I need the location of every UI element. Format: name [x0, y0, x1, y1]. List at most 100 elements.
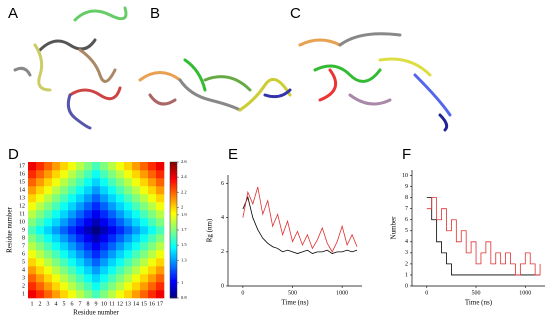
heatmap-cell [100, 234, 109, 243]
heatmap-cell [148, 218, 157, 227]
colorbar-segment [170, 173, 177, 176]
heatmap-cell [60, 186, 69, 195]
heatmap-cell [60, 170, 69, 179]
heatmap-cell [44, 210, 53, 219]
heatmap-cell [28, 186, 37, 195]
y-tick-label: 0 [405, 283, 408, 289]
heatmap-cell [140, 162, 149, 171]
x-tick-label: 10 [101, 301, 107, 307]
x-tick-label: 13 [125, 301, 131, 307]
heatmap-cell [44, 226, 53, 235]
heatmap-cell [132, 266, 141, 275]
heatmap-cell [76, 194, 85, 203]
heatmap-cell [124, 162, 133, 171]
heatmap-cell [140, 170, 149, 179]
heatmap-cell [44, 274, 53, 283]
heatmap-cell [124, 194, 133, 203]
x-tick-label: 0 [241, 290, 244, 296]
heatmap-cell [140, 242, 149, 251]
heatmap-cell [140, 274, 149, 283]
heatmap-cell [68, 234, 77, 243]
colorbar-segment [170, 205, 177, 208]
colorbar-segment [170, 225, 177, 229]
colorbar-segment [170, 162, 177, 165]
heatmap-cell [108, 170, 117, 179]
heatmap-cell [100, 162, 109, 171]
y-tick-label: 9 [22, 227, 25, 233]
heatmap-cell [92, 290, 101, 299]
heatmap-cell [140, 258, 149, 267]
colorbar-segment [170, 248, 177, 251]
colorbar-segment [170, 189, 177, 192]
heatmap-cell [60, 282, 69, 291]
colorbar-segment [170, 245, 177, 249]
x-tick-label: 1000 [336, 290, 348, 296]
heatmap-cell [28, 194, 37, 203]
heatmap-cell [36, 210, 45, 219]
heatmap-cell [148, 202, 157, 211]
colorbar-tick-label: 2.4 [181, 174, 187, 179]
colorbar-tick-label: 2.6 [181, 159, 187, 164]
y-tick-label: 2 [405, 261, 408, 267]
heatmap-cell [148, 170, 157, 179]
heatmap-cell [132, 170, 141, 179]
heatmap-cell [36, 234, 45, 243]
y-tick-label: 4 [22, 267, 25, 273]
heatmap-cell [124, 258, 133, 267]
heatmap-cell [148, 178, 157, 187]
heatmap-cell [52, 202, 61, 211]
heatmap-cell [132, 274, 141, 283]
colorbar-tick-label: 1.5 [181, 242, 187, 247]
panel-label: C [290, 5, 301, 22]
heatmap-cell [84, 226, 93, 235]
heatmap-cell [84, 194, 93, 203]
heatmap-cell [116, 202, 125, 211]
heatmap-cell [148, 266, 157, 275]
heatmap-cell [76, 274, 85, 283]
heatmap-cell [132, 202, 141, 211]
heatmap-cell [44, 266, 53, 275]
heatmap-cell [108, 282, 117, 291]
heatmap-cell [60, 266, 69, 275]
heatmap-cell [60, 202, 69, 211]
x-tick-label: 5 [63, 301, 66, 307]
heatmap-cell [156, 194, 165, 203]
heatmap-cell [76, 242, 85, 251]
heatmap-cell [100, 218, 109, 227]
colorbar-segment [170, 202, 177, 206]
colorbar-segment [170, 259, 177, 263]
y-tick-label: 4 [221, 215, 224, 221]
heatmap-cell [84, 178, 93, 187]
colorbar-segment [170, 227, 177, 231]
heatmap-cell [116, 250, 125, 259]
y-tick-label: 9 [405, 184, 408, 190]
heatmap-cell [108, 202, 117, 211]
colorbar-segment [170, 286, 177, 290]
y-tick-label: 3 [22, 275, 25, 281]
colorbar-segment [170, 234, 177, 238]
heatmap-cell [36, 202, 45, 211]
heatmap-cell [124, 234, 133, 243]
heatmap-cell [108, 234, 117, 243]
heatmap-cell [116, 266, 125, 275]
heatmap-cell [84, 290, 93, 299]
colorbar-segment [170, 207, 177, 210]
colorbar-segment [170, 230, 177, 233]
x-tick-label: 500 [288, 290, 297, 296]
heatmap-cell [148, 162, 157, 171]
heatmap-cell [28, 210, 37, 219]
colorbar-segment [170, 216, 177, 219]
heatmap-cell [116, 178, 125, 187]
heatmap-cell [124, 290, 133, 299]
colorbar-segment [170, 186, 177, 190]
heatmap-cell [132, 178, 141, 187]
colorbar-segment [170, 268, 177, 272]
colorbar-segment [170, 282, 177, 285]
y-tick-label: 12 [19, 203, 25, 209]
heatmap-cell [84, 258, 93, 267]
heatmap-cell [52, 258, 61, 267]
heatmap-cell [148, 242, 157, 251]
x-tick-label: 14 [133, 301, 139, 307]
heatmap-cell [44, 234, 53, 243]
heatmap-cell [76, 178, 85, 187]
